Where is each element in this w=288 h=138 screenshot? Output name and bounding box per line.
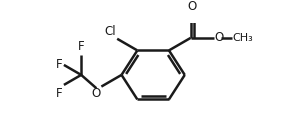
Text: CH₃: CH₃ [232, 33, 253, 43]
Text: F: F [56, 87, 62, 99]
Text: O: O [91, 87, 101, 100]
Text: Cl: Cl [104, 25, 115, 38]
Text: O: O [215, 31, 224, 44]
Text: F: F [78, 40, 84, 53]
Text: O: O [187, 0, 197, 13]
Text: F: F [56, 58, 62, 71]
